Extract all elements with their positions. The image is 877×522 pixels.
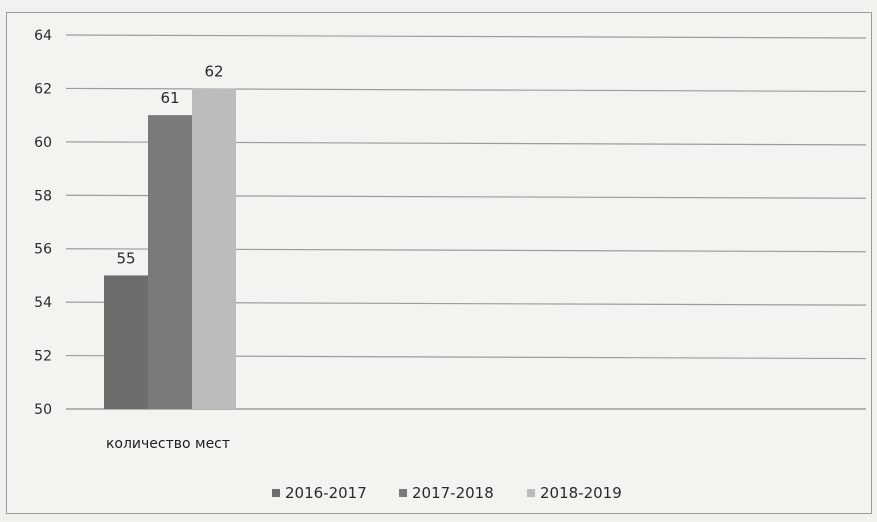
- data-label: 62: [204, 62, 223, 80]
- bar-2016-2017: [104, 275, 148, 409]
- data-label: 61: [160, 89, 179, 107]
- y-tick-label: 62: [34, 81, 52, 97]
- legend-label: 2017-2018: [412, 484, 494, 502]
- x-axis: количество мест: [106, 436, 230, 452]
- gridline: [65, 87, 867, 93]
- y-tick-label: 64: [34, 28, 52, 44]
- bar-2017-2018: [148, 115, 192, 410]
- y-tick-label: 60: [34, 135, 52, 151]
- legend-label: 2016-2017: [285, 484, 367, 502]
- category-label: количество мест: [106, 436, 230, 452]
- legend-swatch: [527, 489, 535, 497]
- y-tick-label: 54: [34, 295, 52, 311]
- data-label: 55: [116, 249, 135, 267]
- y-axis: 50 52 54 56 58 60 62 64: [34, 28, 52, 418]
- bar-2018-2019: [192, 88, 236, 409]
- y-tick-label: 50: [34, 402, 52, 418]
- bars: [104, 88, 236, 410]
- data-labels: 55 61 62: [116, 62, 223, 267]
- gridline: [65, 34, 867, 39]
- y-tick-label: 58: [34, 188, 52, 204]
- legend: 2016-2017 2017-2018 2018-2019: [272, 484, 622, 502]
- y-tick-label: 56: [34, 242, 52, 258]
- legend-swatch: [399, 489, 407, 497]
- legend-swatch: [272, 489, 280, 497]
- y-tick-label: 52: [34, 349, 52, 365]
- legend-label: 2018-2019: [540, 484, 622, 502]
